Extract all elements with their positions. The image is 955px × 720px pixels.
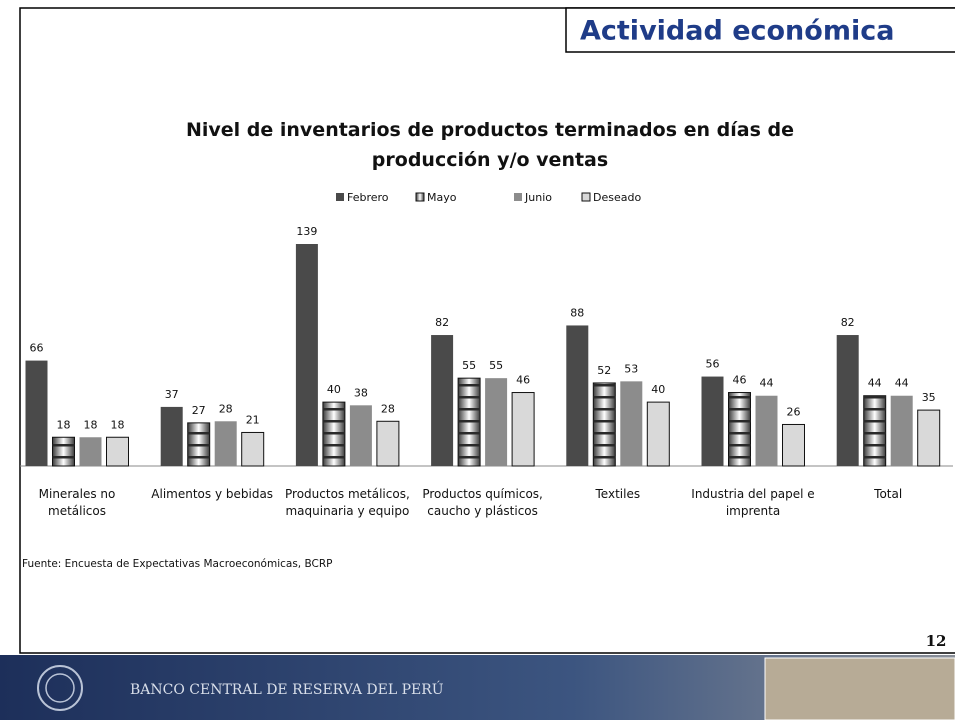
legend-swatch (415, 192, 425, 202)
bar (79, 437, 102, 466)
source-note: Fuente: Encuesta de Expectativas Macroec… (22, 558, 333, 570)
data-label: 52 (597, 364, 611, 377)
legend-swatch (514, 193, 522, 201)
bar (485, 378, 508, 466)
category-label: Productos químicos, caucho y plásticos (422, 487, 543, 518)
legend-label: Febrero (347, 191, 389, 204)
data-label: 53 (624, 362, 638, 375)
data-label: 35 (922, 391, 936, 404)
legend-label: Junio (524, 191, 552, 204)
data-label: 46 (516, 374, 530, 387)
data-label: 56 (706, 358, 720, 371)
category-label: Minerales no metálicos (38, 487, 116, 518)
bar (457, 377, 481, 467)
data-label: 55 (462, 359, 476, 372)
data-label: 40 (327, 383, 341, 396)
bar (106, 436, 129, 467)
data-label: 44 (895, 377, 909, 390)
data-label: 18 (57, 418, 71, 431)
bar (863, 395, 887, 467)
data-label: 28 (219, 402, 233, 415)
slide-frame (19, 7, 955, 654)
page-number: 12 (926, 632, 947, 650)
category-label: Industria del papel e imprenta (691, 487, 815, 518)
data-label: 88 (570, 306, 584, 319)
bar (701, 376, 724, 466)
data-label: 37 (165, 388, 179, 401)
bar (241, 431, 265, 467)
data-label: 44 (868, 377, 882, 390)
category-label: Productos metálicos, maquinaria y equipo (285, 487, 410, 518)
footer-bank-name: BANCO CENTRAL DE RESERVA DEL PERÚ (130, 680, 444, 698)
bar (782, 423, 805, 467)
legend-swatch (581, 192, 591, 202)
data-label: 46 (733, 374, 747, 387)
logo-inner (45, 673, 75, 703)
bar (917, 409, 941, 467)
bar (187, 422, 211, 467)
category-label: Total (874, 487, 903, 501)
bar (728, 392, 751, 467)
legend-label: Deseado (593, 191, 641, 204)
data-label: 82 (841, 316, 855, 329)
category-label: Alimentos y bebidas (151, 487, 274, 501)
bar (755, 395, 778, 466)
bar (295, 244, 318, 466)
bar (25, 360, 48, 466)
data-label: 21 (246, 413, 260, 426)
data-label: 26 (787, 405, 801, 418)
bar (836, 335, 859, 466)
bar (890, 395, 913, 466)
data-label: 28 (381, 402, 395, 415)
category-label: Textiles (595, 487, 641, 501)
bar (52, 436, 75, 467)
bar (376, 420, 400, 467)
data-label: 55 (489, 359, 503, 372)
legend-swatch (336, 193, 344, 201)
chart-title: Nivel de inventarios de productos termin… (185, 119, 795, 171)
data-label: 82 (435, 316, 449, 329)
bar (431, 335, 454, 466)
logo (37, 665, 83, 711)
data-label: 44 (760, 377, 774, 390)
data-label: 66 (30, 342, 44, 355)
bar (214, 421, 237, 466)
bar (511, 392, 535, 467)
bar (322, 401, 346, 467)
bar (592, 382, 616, 467)
bar (620, 381, 643, 466)
data-label: 40 (651, 383, 665, 396)
data-label: 18 (111, 418, 125, 431)
bar (646, 401, 670, 467)
footer-photo (764, 657, 955, 720)
data-label: 38 (354, 386, 368, 399)
header-title: Actividad económica (580, 16, 894, 47)
bar (566, 325, 589, 466)
data-label: 18 (84, 418, 98, 431)
data-label: 139 (296, 225, 317, 238)
legend-label: Mayo (427, 191, 457, 204)
header-box (565, 7, 955, 53)
bar (349, 405, 372, 466)
bar (160, 406, 183, 466)
data-label: 27 (192, 404, 206, 417)
